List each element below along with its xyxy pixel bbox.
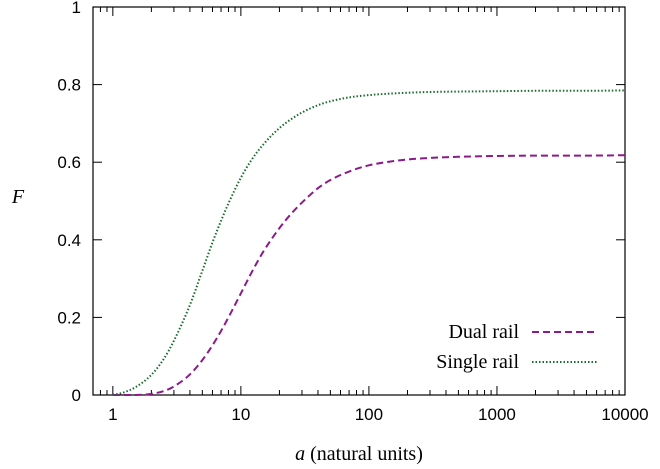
series-line-dual-rail bbox=[112, 154, 626, 396]
x-tick-label: 10 bbox=[231, 405, 250, 424]
y-axis-ticks: 0 0.2 0.4 0.6 0.8 1 bbox=[57, 0, 625, 405]
y-tick-label: 0.2 bbox=[57, 308, 81, 327]
x-axis-label-units: (natural units) bbox=[305, 443, 423, 465]
plot-frame bbox=[92, 6, 626, 396]
x-axis-label-variable: a bbox=[295, 443, 305, 465]
x-tick-label: 10000 bbox=[601, 405, 648, 424]
series-layer bbox=[112, 89, 626, 396]
y-tick-label: 0.6 bbox=[57, 153, 81, 172]
x-axis-ticks: 1 10 100 1000 10000 bbox=[92, 7, 649, 424]
y-tick-label: 0 bbox=[72, 386, 81, 405]
y-tick-label: 0.4 bbox=[57, 231, 81, 250]
legend: Dual rail Single rail bbox=[436, 321, 598, 373]
series-line-single-rail bbox=[112, 89, 626, 396]
legend-label-dual-rail: Dual rail bbox=[448, 321, 519, 343]
x-tick-label: 1000 bbox=[478, 405, 516, 424]
x-axis-label: a (natural units) bbox=[295, 443, 423, 465]
legend-label-single-rail: Single rail bbox=[436, 351, 519, 373]
y-axis-label: F bbox=[11, 186, 25, 208]
y-tick-label: 0.8 bbox=[57, 76, 81, 95]
x-tick-label: 1 bbox=[108, 405, 117, 424]
y-tick-label: 1 bbox=[72, 0, 81, 17]
x-tick-label: 100 bbox=[355, 405, 383, 424]
